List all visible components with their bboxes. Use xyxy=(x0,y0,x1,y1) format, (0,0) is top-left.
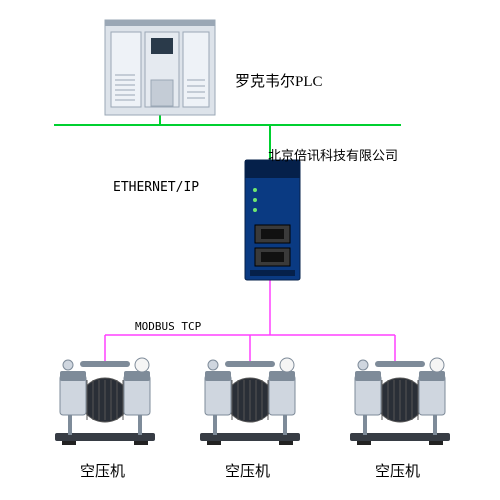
compressor-label: 空压机 xyxy=(375,460,420,481)
compressor-icon xyxy=(350,358,450,445)
plc-label: 罗克韦尔PLC xyxy=(235,70,323,91)
gateway-company-label: 北京倍讯科技有限公司 xyxy=(268,145,398,164)
compressor-icon xyxy=(55,358,155,445)
gateway-device-icon xyxy=(245,160,300,280)
protocol-label-modbus: MODBUS TCP xyxy=(135,320,201,333)
protocol-label-ethernet: ETHERNET/IP xyxy=(113,180,199,195)
compressor-label: 空压机 xyxy=(80,460,125,481)
compressor-icon xyxy=(200,358,300,445)
compressor-label: 空压机 xyxy=(225,460,270,481)
plc-device-icon xyxy=(105,20,215,115)
